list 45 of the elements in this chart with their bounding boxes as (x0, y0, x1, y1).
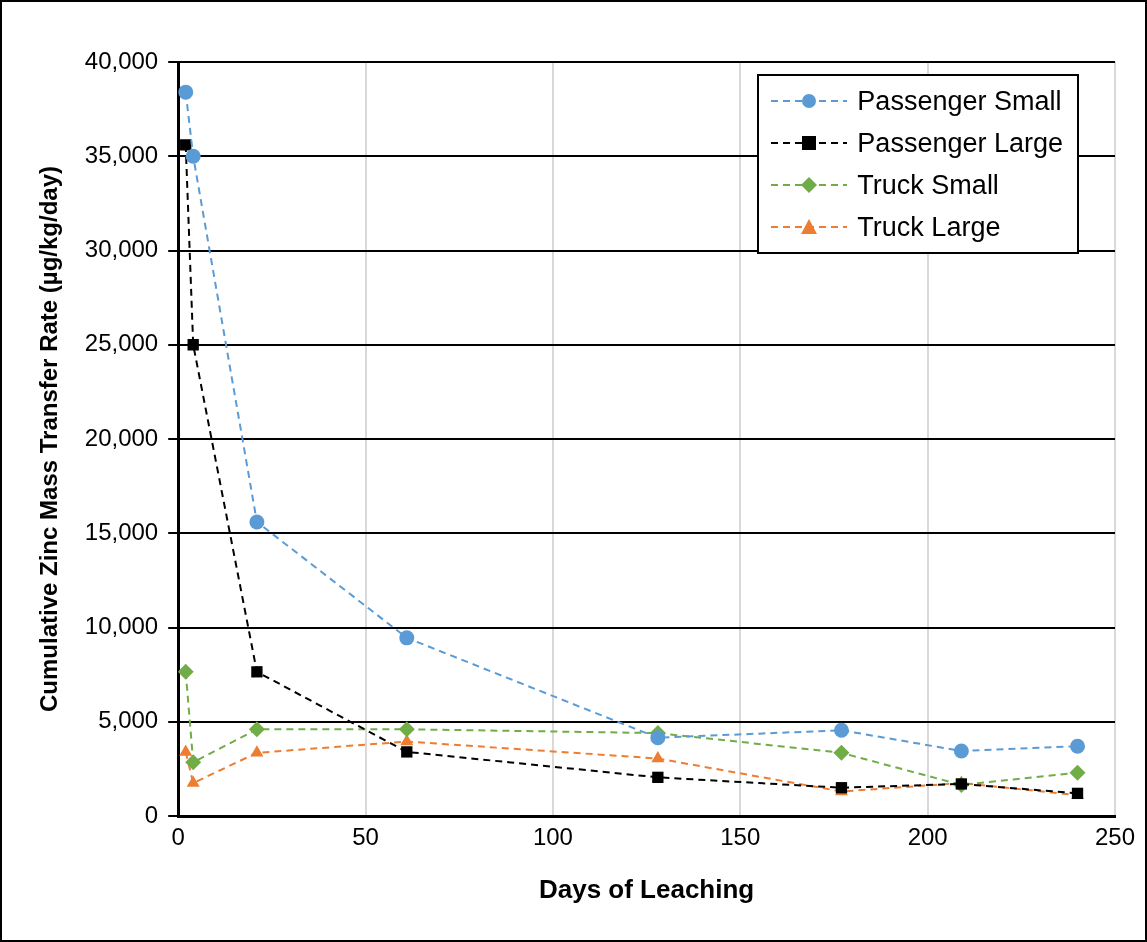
x-tick-label: 200 (907, 823, 948, 851)
point (250, 745, 264, 757)
y-tick-label: 20,000 (84, 423, 159, 451)
point (650, 730, 666, 746)
point (398, 721, 415, 738)
point (833, 722, 849, 738)
x-axis-title: Days of Leaching (538, 873, 755, 904)
x-tick-label: 150 (720, 823, 761, 851)
legend-label: Truck Large (857, 211, 1001, 244)
point (248, 721, 265, 738)
point (185, 754, 202, 771)
point (185, 148, 201, 164)
point (401, 746, 413, 758)
y-tick-label: 40,000 (84, 46, 159, 74)
point (652, 771, 664, 784)
y-tick-label: 25,000 (84, 329, 159, 357)
point (187, 339, 199, 351)
point (651, 751, 665, 763)
point (179, 744, 193, 756)
y-tick-label: 0 (144, 800, 159, 828)
point (251, 666, 263, 678)
x-tick-label: 100 (532, 823, 573, 851)
point (178, 663, 194, 680)
y-tick-label: 5,000 (98, 706, 159, 734)
point (399, 630, 415, 646)
point (1069, 764, 1086, 781)
x-tick-label: 250 (1094, 823, 1136, 851)
point (186, 775, 200, 787)
y-tick-label: 30,000 (84, 235, 159, 263)
legend-label: Truck Small (857, 169, 999, 202)
x-tick-label: 50 (352, 823, 379, 851)
point (180, 139, 192, 151)
point (953, 743, 969, 759)
point (833, 744, 850, 761)
point (1070, 738, 1086, 754)
legend-label: Passenger Large (857, 127, 1063, 160)
y-tick-label: 10,000 (84, 612, 159, 640)
y-tick-label: 35,000 (84, 140, 159, 168)
point (178, 84, 194, 100)
legend-label: Passenger Small (857, 85, 1062, 118)
point (249, 514, 265, 530)
y-tick-label: 15,000 (84, 517, 159, 545)
x-tick-label: 0 (171, 823, 185, 851)
y-axis-title: Cumulative Zinc Mass Transfer Rate (µg/kg/day) (35, 166, 63, 712)
point (400, 734, 414, 746)
